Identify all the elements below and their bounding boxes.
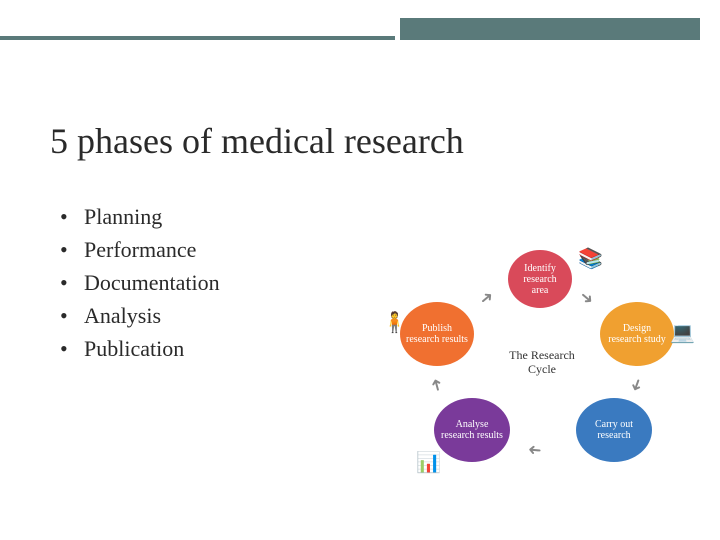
list-item: Planning bbox=[60, 200, 220, 233]
clipart-icon: 📊 bbox=[416, 450, 441, 475]
cycle-arrow-icon: ➜ bbox=[625, 375, 648, 394]
clipart-icon: 💻 bbox=[670, 320, 695, 345]
cycle-node-design: Design research study bbox=[600, 302, 674, 366]
research-cycle-diagram: The Research Cycle Identify research are… bbox=[380, 250, 690, 480]
list-item: Performance bbox=[60, 233, 220, 266]
header-bar bbox=[0, 0, 720, 42]
list-item: Analysis bbox=[60, 299, 220, 332]
header-bar-right bbox=[400, 18, 700, 40]
cycle-node-carryout: Carry out research bbox=[576, 398, 652, 462]
header-bar-left bbox=[0, 36, 395, 40]
list-item: Documentation bbox=[60, 266, 220, 299]
cycle-center-label: The Research Cycle bbox=[502, 348, 582, 377]
phase-list: Planning Performance Documentation Analy… bbox=[60, 200, 220, 365]
slide-title: 5 phases of medical research bbox=[50, 120, 464, 162]
cycle-node-identify: Identify research area bbox=[508, 250, 572, 308]
clipart-icon: 📚 bbox=[578, 246, 603, 271]
list-item: Publication bbox=[60, 332, 220, 365]
cycle-arrow-icon: ➜ bbox=[527, 439, 542, 460]
cycle-arrow-icon: ➜ bbox=[575, 286, 598, 310]
cycle-node-publish: Publish research results bbox=[400, 302, 474, 366]
cycle-arrow-icon: ➜ bbox=[425, 376, 448, 394]
clipart-icon: 🧍 bbox=[382, 310, 407, 335]
cycle-node-analyse: Analyse research results bbox=[434, 398, 510, 462]
cycle-arrow-icon: ➜ bbox=[475, 286, 498, 310]
